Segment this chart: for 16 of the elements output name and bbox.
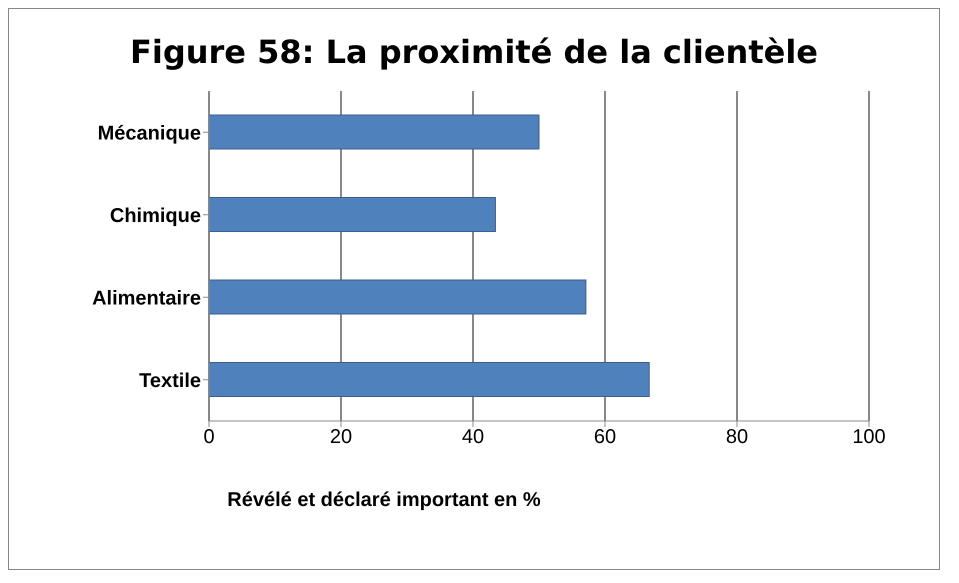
x-tick-label: 20 — [330, 426, 352, 448]
x-tick-label: 0 — [203, 426, 215, 448]
bar — [209, 197, 496, 232]
bar — [209, 362, 650, 397]
y-tick-label: Mécanique — [98, 122, 201, 144]
x-tick-label: 60 — [594, 426, 616, 448]
x-axis-title: Révélé et déclaré important en % — [226, 489, 542, 512]
x-tick-label: 40 — [462, 426, 484, 448]
y-tick-label: Chimique — [110, 204, 201, 227]
y-tick-label: Alimentaire — [92, 287, 201, 310]
bar — [209, 280, 586, 314]
bar — [209, 114, 540, 150]
x-tick-label: 80 — [726, 426, 748, 448]
x-tick-label: 100 — [852, 426, 886, 448]
y-tick-label: Textile — [139, 370, 201, 392]
chart-title: Figure 58: La proximité de la clientèle — [129, 33, 819, 71]
